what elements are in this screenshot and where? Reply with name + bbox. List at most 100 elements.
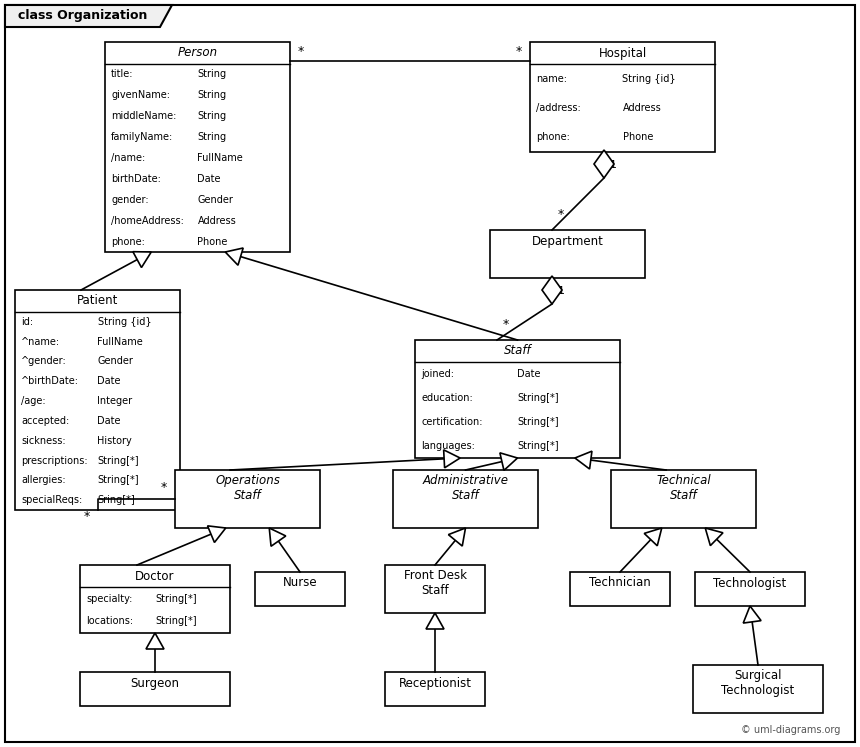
Text: Technical
Staff: Technical Staff bbox=[656, 474, 711, 502]
Text: prescriptions:: prescriptions: bbox=[21, 456, 88, 465]
Text: String: String bbox=[198, 90, 227, 100]
Polygon shape bbox=[426, 613, 444, 629]
Text: String: String bbox=[198, 132, 227, 142]
Text: phone:: phone: bbox=[111, 237, 144, 247]
Text: familyName:: familyName: bbox=[111, 132, 173, 142]
Bar bbox=[80, 565, 230, 633]
Text: name:: name: bbox=[536, 74, 567, 84]
Text: Date: Date bbox=[198, 174, 221, 184]
Text: Gender: Gender bbox=[97, 356, 133, 367]
Polygon shape bbox=[574, 451, 592, 469]
Text: sickness:: sickness: bbox=[21, 436, 65, 446]
Polygon shape bbox=[207, 526, 225, 542]
Text: Integer: Integer bbox=[97, 396, 132, 406]
Text: String[*]: String[*] bbox=[518, 417, 559, 427]
Text: Operations
Staff: Operations Staff bbox=[215, 474, 280, 502]
Bar bbox=[570, 572, 670, 606]
Text: id:: id: bbox=[21, 317, 34, 327]
Text: Date: Date bbox=[518, 369, 541, 379]
Text: String[*]: String[*] bbox=[155, 594, 197, 604]
Text: Phone: Phone bbox=[198, 237, 228, 247]
Text: © uml-diagrams.org: © uml-diagrams.org bbox=[740, 725, 840, 735]
Text: Patient: Patient bbox=[77, 294, 118, 308]
Text: String[*]: String[*] bbox=[155, 616, 197, 627]
Bar bbox=[611, 470, 756, 528]
Polygon shape bbox=[5, 5, 172, 27]
Bar bbox=[105, 42, 290, 252]
Text: birthDate:: birthDate: bbox=[111, 174, 161, 184]
Text: *: * bbox=[298, 45, 304, 58]
Polygon shape bbox=[133, 252, 151, 267]
Text: Doctor: Doctor bbox=[135, 569, 175, 583]
Text: /age:: /age: bbox=[21, 396, 46, 406]
Text: String: String bbox=[198, 69, 227, 79]
Text: givenName:: givenName: bbox=[111, 90, 170, 100]
Bar bbox=[255, 572, 345, 606]
Text: 1: 1 bbox=[558, 286, 565, 296]
Text: phone:: phone: bbox=[536, 132, 570, 143]
Text: Date: Date bbox=[97, 376, 121, 386]
Bar bbox=[490, 230, 645, 278]
Text: Receptionist: Receptionist bbox=[398, 677, 471, 689]
Text: ^birthDate:: ^birthDate: bbox=[21, 376, 79, 386]
Text: Address: Address bbox=[623, 103, 661, 113]
Polygon shape bbox=[743, 606, 761, 623]
Text: *: * bbox=[161, 481, 167, 494]
Text: /name:: /name: bbox=[111, 153, 145, 163]
Text: *: * bbox=[558, 208, 564, 221]
Text: *: * bbox=[503, 318, 509, 331]
Bar bbox=[385, 672, 485, 706]
Polygon shape bbox=[269, 528, 286, 546]
Text: Staff: Staff bbox=[504, 344, 531, 358]
Text: joined:: joined: bbox=[421, 369, 454, 379]
Text: *: * bbox=[516, 45, 522, 58]
Bar bbox=[385, 565, 485, 613]
Text: certification:: certification: bbox=[421, 417, 482, 427]
Text: Hospital: Hospital bbox=[599, 46, 647, 60]
Text: title:: title: bbox=[111, 69, 133, 79]
Text: String[*]: String[*] bbox=[518, 393, 559, 403]
Text: Date: Date bbox=[97, 416, 121, 426]
Bar bbox=[80, 672, 230, 706]
Text: Gender: Gender bbox=[198, 195, 233, 205]
Text: /homeAddress:: /homeAddress: bbox=[111, 216, 184, 226]
Text: ^name:: ^name: bbox=[21, 337, 60, 347]
Text: Technician: Technician bbox=[589, 577, 651, 589]
Bar bbox=[415, 340, 620, 458]
Text: accepted:: accepted: bbox=[21, 416, 70, 426]
Text: History: History bbox=[97, 436, 132, 446]
Text: String[*]: String[*] bbox=[518, 441, 559, 451]
Bar bbox=[15, 290, 180, 510]
Text: String {id}: String {id} bbox=[97, 317, 151, 327]
Text: specialty:: specialty: bbox=[86, 594, 132, 604]
Text: Sring[*]: Sring[*] bbox=[97, 495, 135, 505]
Text: Surgeon: Surgeon bbox=[131, 677, 180, 689]
Bar bbox=[393, 470, 538, 528]
Polygon shape bbox=[448, 528, 465, 546]
Polygon shape bbox=[705, 528, 723, 545]
Text: allergies:: allergies: bbox=[21, 475, 65, 486]
Text: 1: 1 bbox=[610, 160, 617, 170]
Text: Technologist: Technologist bbox=[714, 577, 787, 589]
Text: /address:: /address: bbox=[536, 103, 580, 113]
Text: String: String bbox=[198, 111, 227, 121]
Text: Surgical
Technologist: Surgical Technologist bbox=[722, 669, 795, 697]
Polygon shape bbox=[594, 150, 614, 178]
Text: gender:: gender: bbox=[111, 195, 149, 205]
Polygon shape bbox=[644, 528, 661, 546]
Text: Person: Person bbox=[177, 46, 218, 60]
Text: ^gender:: ^gender: bbox=[21, 356, 67, 367]
Text: String {id}: String {id} bbox=[623, 74, 676, 84]
Text: languages:: languages: bbox=[421, 441, 475, 451]
Text: Nurse: Nurse bbox=[283, 577, 317, 589]
Text: Front Desk
Staff: Front Desk Staff bbox=[403, 569, 466, 597]
Text: Administrative
Staff: Administrative Staff bbox=[422, 474, 508, 502]
Polygon shape bbox=[542, 276, 562, 304]
Text: middleName:: middleName: bbox=[111, 111, 176, 121]
Polygon shape bbox=[146, 633, 164, 649]
Text: *: * bbox=[83, 510, 89, 523]
Text: class Organization: class Organization bbox=[18, 10, 147, 22]
Text: locations:: locations: bbox=[86, 616, 133, 627]
Polygon shape bbox=[225, 248, 243, 265]
Text: specialReqs:: specialReqs: bbox=[21, 495, 83, 505]
